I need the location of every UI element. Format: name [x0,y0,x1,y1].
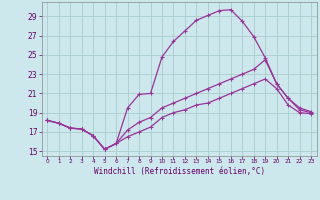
X-axis label: Windchill (Refroidissement éolien,°C): Windchill (Refroidissement éolien,°C) [94,167,265,176]
